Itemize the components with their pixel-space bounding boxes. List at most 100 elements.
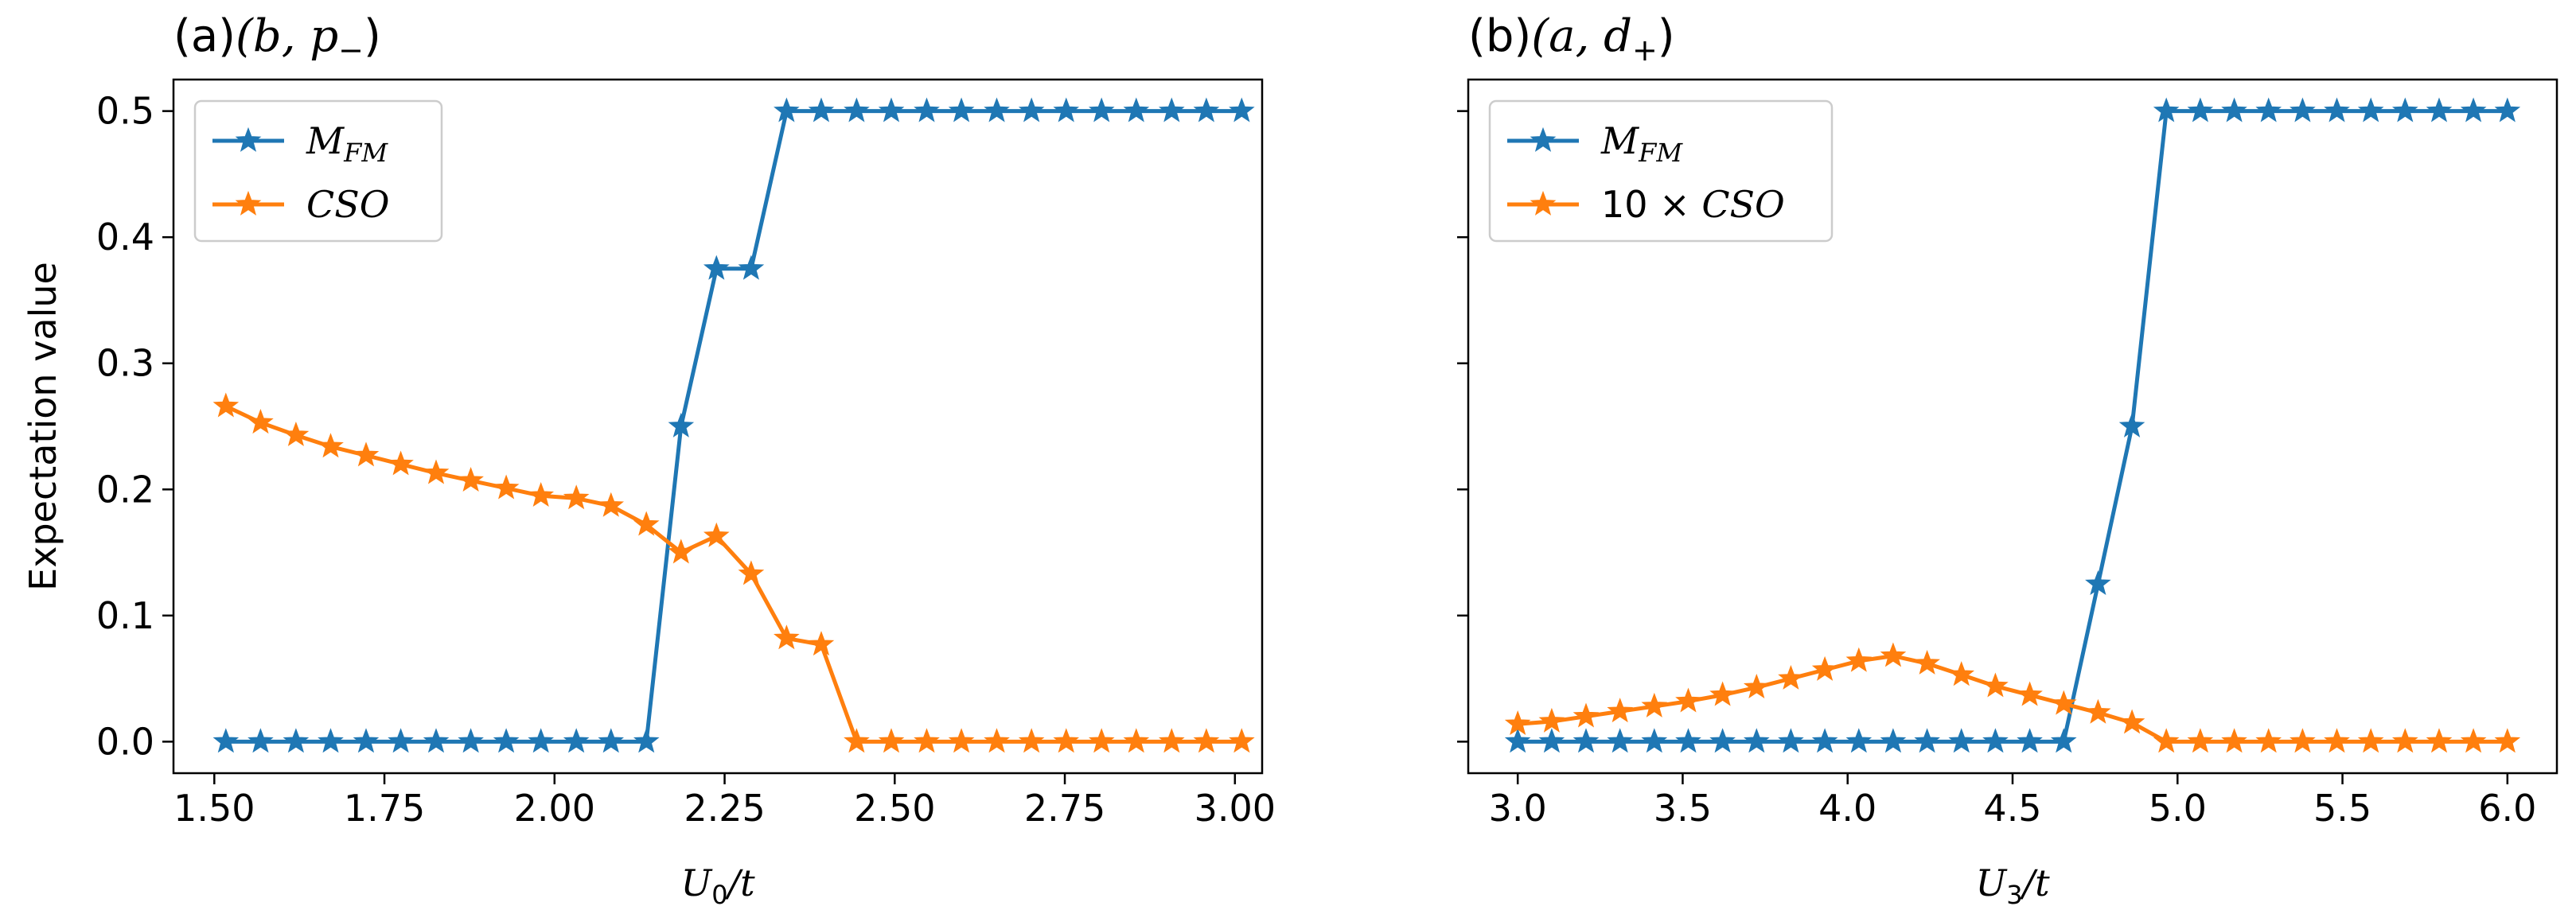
data-point (2221, 728, 2247, 753)
data-point (1018, 728, 1045, 753)
data-point (598, 728, 625, 753)
x-tick-label: 3.00 (1194, 787, 1276, 830)
data-point (738, 560, 765, 585)
legend-label: MFM (306, 119, 388, 168)
x-tick-label: 1.50 (173, 787, 255, 830)
data-point (878, 97, 905, 122)
x-tick-label: 2.00 (514, 787, 595, 830)
data-point (1914, 649, 1940, 675)
data-point (774, 97, 800, 122)
y-tick-label: 0.4 (96, 216, 154, 259)
data-point (1709, 681, 1736, 706)
data-point (1948, 728, 1975, 753)
data-point (528, 482, 555, 508)
data-point (1088, 97, 1115, 122)
data-point (1845, 647, 1873, 672)
data-point (493, 728, 520, 753)
data-point (1948, 661, 1975, 686)
data-point (2255, 97, 2282, 122)
data-point (1538, 707, 1565, 733)
data-point (247, 409, 274, 434)
data-point (1158, 728, 1185, 753)
data-point (668, 539, 695, 564)
series-line-cso (224, 404, 1242, 744)
data-point (2118, 709, 2145, 734)
data-point (2153, 728, 2180, 753)
plot-area (212, 97, 1255, 753)
x-tick-label: 4.0 (1818, 787, 1876, 830)
data-point (1811, 728, 1838, 753)
data-point (2050, 728, 2077, 753)
legend-marker (1530, 190, 1557, 216)
data-point (2085, 698, 2111, 724)
data-point (2391, 97, 2418, 122)
data-point (1538, 728, 1565, 753)
data-point (1743, 728, 1770, 753)
data-point (1053, 728, 1080, 753)
data-point (563, 484, 590, 510)
data-point (353, 728, 380, 753)
data-point (1880, 728, 1907, 753)
data-point (633, 511, 660, 536)
data-point (984, 97, 1010, 122)
data-point (2187, 97, 2214, 122)
x-tick-label: 2.75 (1024, 787, 1105, 830)
data-point (2290, 97, 2316, 122)
data-point (2221, 97, 2247, 122)
data-point (493, 474, 520, 500)
data-point (1845, 728, 1873, 753)
data-point (2324, 97, 2350, 122)
x-axis-label: U0/t (680, 861, 755, 910)
data-point (458, 467, 484, 492)
data-point (598, 492, 625, 517)
chart-panel-b: 3.0 3.5 4.0 4.5 5.0 5.5 6.0 (b)(a, d+) U3/t MFM 10… (1457, 10, 2558, 910)
data-point (1778, 728, 1804, 753)
data-point (2460, 728, 2487, 753)
data-point (738, 255, 765, 280)
data-point (2460, 97, 2487, 122)
legend-label: CSO (306, 183, 389, 226)
data-point (1982, 672, 2009, 698)
y-tick-label: 0.2 (96, 468, 154, 511)
data-point (703, 522, 730, 547)
data-point (703, 255, 730, 280)
data-point (458, 728, 484, 753)
chart-title: (b)(a, d+) (1468, 10, 1675, 68)
series-line-cso (1518, 654, 2508, 744)
legend-label: MFM (1600, 119, 1683, 168)
data-point (1982, 728, 2009, 753)
data-point (844, 728, 870, 753)
axes-frame (172, 78, 1264, 775)
data-point (2391, 728, 2418, 753)
data-point (2426, 97, 2453, 122)
x-tick-label: 2.25 (684, 787, 765, 830)
data-point (1641, 728, 1668, 753)
data-point (1778, 664, 1804, 690)
data-point (1572, 728, 1600, 753)
data-point (774, 624, 800, 650)
data-point (1607, 728, 1634, 753)
data-point (1158, 97, 1185, 122)
data-point (668, 412, 695, 438)
x-tick-label: 3.5 (1654, 787, 1712, 830)
data-point (1709, 728, 1736, 753)
x-tick-label: 1.75 (344, 787, 425, 830)
data-point (212, 728, 240, 753)
data-point (914, 97, 940, 122)
data-point (2426, 728, 2453, 753)
data-point (318, 433, 344, 458)
data-point (2118, 412, 2145, 438)
data-point (1607, 698, 1634, 723)
data-point (844, 97, 870, 122)
data-point (1675, 728, 1701, 753)
data-point (808, 631, 835, 656)
data-point (1504, 728, 1531, 753)
data-point (2324, 728, 2350, 753)
data-point (1675, 687, 1701, 713)
data-point (2187, 728, 2214, 753)
y-axis-label: Expectation value (21, 262, 64, 591)
legend-marker (1530, 126, 1557, 152)
y-tick-label: 0.5 (96, 90, 154, 133)
data-point (388, 728, 414, 753)
